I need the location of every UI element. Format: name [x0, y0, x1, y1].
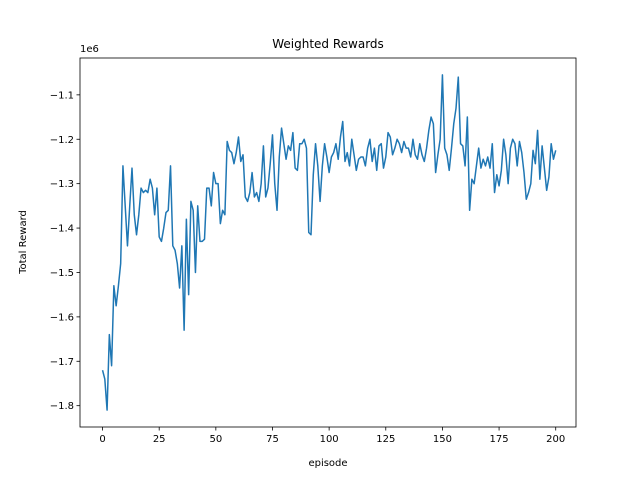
y-tick-label: −1.4 [50, 224, 74, 235]
x-tick-label: 25 [153, 434, 166, 445]
y-tick-label: −1.5 [50, 268, 74, 279]
y-tick-label: −1.8 [50, 401, 74, 412]
y-tick-label: −1.6 [50, 312, 74, 323]
x-tick-label: 75 [266, 434, 279, 445]
y-tick-label: −1.3 [50, 179, 74, 190]
x-tick-label: 200 [546, 434, 565, 445]
x-tick-label: 175 [490, 434, 509, 445]
y-axis-label: Total Reward [18, 210, 29, 275]
y-tick-label: −1.1 [50, 90, 74, 101]
chart-title: Weighted Rewards [272, 37, 384, 51]
y-tick-label: −1.2 [50, 135, 74, 146]
x-axis-label: episode [308, 458, 347, 469]
x-tick-label: 0 [99, 434, 105, 445]
x-tick-label: 150 [433, 434, 452, 445]
x-tick-label: 125 [376, 434, 395, 445]
axes-frame [79, 57, 577, 428]
x-tick-label: 100 [320, 434, 339, 445]
y-offset-label: 1e6 [80, 44, 99, 55]
y-tick-label: −1.7 [50, 357, 74, 368]
line [101, 74, 557, 411]
x-tick-label: 50 [209, 434, 222, 445]
